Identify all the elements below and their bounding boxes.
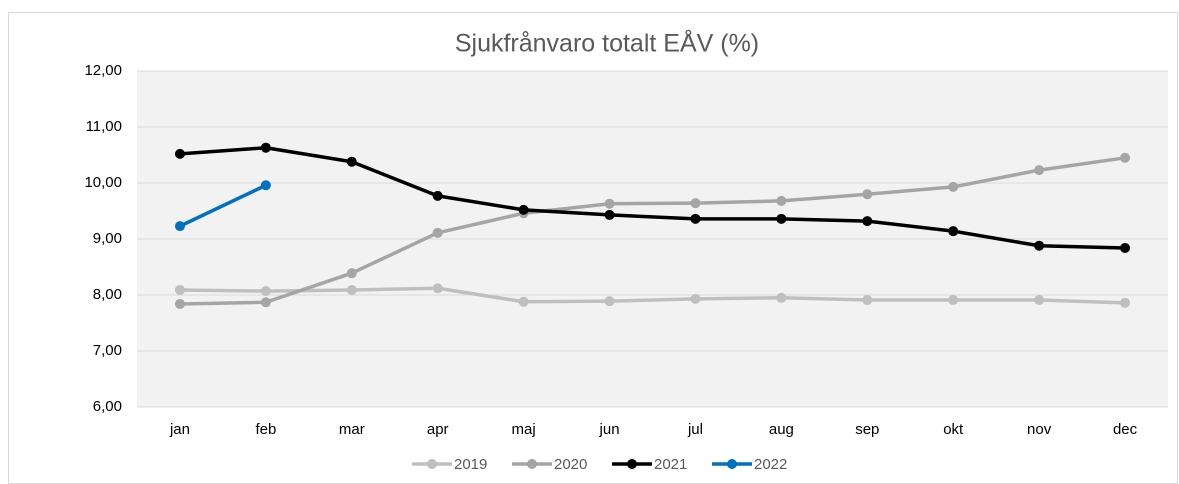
data-point: [432, 283, 443, 294]
data-point: [948, 226, 959, 237]
data-point: [346, 268, 357, 279]
data-point: [346, 284, 357, 295]
data-point: [260, 286, 271, 297]
x-tick-label: aug: [769, 421, 794, 438]
data-point: [174, 298, 185, 309]
data-point: [776, 213, 787, 224]
data-point: [776, 195, 787, 206]
data-point: [776, 292, 787, 303]
data-point: [174, 221, 185, 232]
data-point: [1120, 152, 1131, 163]
data-point: [690, 198, 701, 209]
data-point: [604, 198, 615, 209]
x-tick-label: jan: [169, 421, 190, 438]
legend-label: 2022: [754, 456, 787, 473]
x-tick-label: nov: [1027, 421, 1052, 438]
y-tick-label: 7,00: [93, 342, 122, 359]
legend-marker: [627, 459, 637, 469]
x-tick-label: feb: [255, 421, 276, 438]
y-tick-label: 9,00: [93, 230, 122, 247]
x-tick-label: jul: [687, 421, 703, 438]
data-point: [346, 156, 357, 167]
data-point: [1034, 165, 1045, 176]
data-point: [948, 181, 959, 192]
x-tick-label: okt: [943, 421, 964, 438]
x-tick-label: apr: [427, 421, 449, 438]
x-tick-label: dec: [1113, 421, 1138, 438]
data-point: [604, 209, 615, 220]
data-point: [260, 142, 271, 153]
y-tick-label: 11,00: [86, 118, 122, 135]
data-point: [862, 189, 873, 200]
series-line: [179, 145, 1126, 250]
y-tick-label: 10,00: [84, 174, 122, 191]
data-point: [518, 204, 529, 215]
series-line: [179, 183, 267, 228]
legend-marker: [527, 459, 537, 469]
legend-marker: [427, 459, 437, 469]
data-point: [862, 295, 873, 306]
legend-label: 2021: [654, 456, 687, 473]
data-point: [690, 293, 701, 304]
data-point: [1034, 240, 1045, 251]
series-line: [179, 286, 1126, 305]
legend-label: 2019: [454, 456, 487, 473]
data-point: [518, 296, 529, 307]
y-tick-label: 8,00: [93, 286, 122, 303]
x-tick-label: sep: [855, 421, 879, 438]
data-point: [1120, 242, 1131, 253]
chart-title: Sjukfrånvaro totalt EÅV (%): [455, 28, 759, 58]
y-tick-label: 6,00: [93, 398, 122, 415]
data-point: [260, 297, 271, 308]
data-point: [260, 180, 271, 191]
data-point: [432, 227, 443, 238]
series-line: [179, 156, 1126, 306]
data-point: [432, 190, 443, 201]
legend-label: 2020: [554, 456, 587, 473]
data-point: [862, 216, 873, 227]
data-point: [174, 284, 185, 295]
y-tick-label: 12,00: [84, 62, 122, 79]
data-point: [690, 213, 701, 224]
data-point: [1034, 295, 1045, 306]
x-tick-label: maj: [512, 421, 536, 438]
x-tick-label: jun: [599, 421, 620, 438]
x-tick-label: mar: [339, 421, 365, 438]
data-point: [948, 295, 959, 306]
data-point: [604, 296, 615, 307]
data-point: [1120, 297, 1131, 308]
data-point: [174, 148, 185, 159]
legend-marker: [727, 459, 737, 469]
